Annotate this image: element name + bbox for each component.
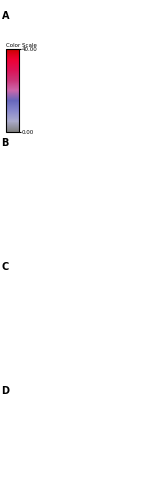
Text: B: B bbox=[2, 138, 9, 147]
Text: Color Scale: Color Scale bbox=[6, 43, 37, 48]
Text: A: A bbox=[2, 11, 9, 21]
Text: C: C bbox=[2, 262, 9, 272]
Text: D: D bbox=[2, 386, 10, 396]
